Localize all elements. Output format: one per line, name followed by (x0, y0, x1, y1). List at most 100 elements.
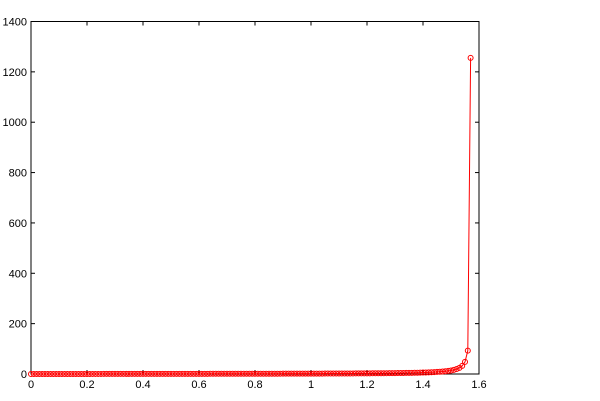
data-point-marker (142, 370, 149, 377)
data-point-marker (72, 370, 79, 377)
data-point-marker (299, 370, 306, 377)
data-point-marker (84, 370, 90, 377)
data-point-marker (308, 370, 314, 377)
data-point-marker (103, 370, 110, 377)
plot-box (30, 21, 480, 375)
data-point-marker (33, 370, 40, 377)
data-point-marker (467, 54, 474, 61)
data-point-marker (361, 370, 368, 377)
data-point-marker (291, 370, 298, 377)
data-point-marker (310, 370, 317, 377)
data-point-marker (408, 369, 415, 376)
data-point-marker (126, 370, 132, 377)
data-point-marker (240, 370, 247, 377)
data-point-marker (319, 370, 326, 377)
data-point-marker (462, 358, 468, 365)
data-point-marker (249, 370, 256, 377)
data-point-marker (282, 370, 289, 377)
data-point-marker (257, 370, 264, 377)
y-tick-label: 200 (9, 319, 27, 331)
data-point-marker (378, 370, 384, 377)
data-point-marker (296, 370, 303, 377)
data-point-marker (179, 370, 186, 377)
data-point-marker (198, 370, 205, 377)
data-point-marker (61, 370, 68, 377)
data-point-marker (134, 370, 141, 377)
data-point-marker (154, 370, 160, 377)
data-point-marker (347, 370, 354, 377)
y-tick-label: 400 (9, 268, 27, 280)
data-point-marker (302, 370, 309, 377)
data-point-marker (106, 370, 113, 377)
data-point-marker (316, 370, 323, 377)
y-tick-label: 1000 (3, 117, 27, 129)
data-point-marker (263, 370, 270, 377)
data-point-marker (277, 370, 284, 377)
axes-layer (30, 21, 480, 375)
data-point-marker (355, 370, 362, 377)
data-point-marker (350, 370, 356, 377)
data-point-marker (207, 370, 214, 377)
data-point-marker (380, 370, 387, 377)
data-point-marker (36, 370, 43, 377)
data-point-marker (182, 370, 188, 377)
data-point-marker (232, 370, 239, 377)
data-point-marker (439, 368, 446, 375)
data-point-marker (383, 370, 390, 377)
data-point-marker (436, 368, 443, 375)
data-point-marker (425, 369, 432, 376)
data-point-marker (173, 370, 180, 377)
data-point-marker (246, 370, 253, 377)
data-point-marker (375, 370, 382, 377)
data-point-marker (313, 370, 320, 377)
data-point-marker (434, 368, 440, 375)
data-point-marker (403, 369, 410, 376)
data-point-marker (92, 370, 99, 377)
data-point-marker (218, 370, 225, 377)
data-point-marker (366, 370, 373, 377)
y-tick-label: 1400 (3, 17, 27, 29)
data-point-marker (344, 370, 351, 377)
data-point-marker (137, 370, 144, 377)
data-point-marker (448, 367, 454, 374)
data-point-marker (131, 370, 138, 377)
data-point-marker (78, 370, 85, 377)
x-tick-label: 1.6 (471, 379, 486, 391)
data-point-marker (204, 370, 211, 377)
data-point-marker (271, 370, 278, 377)
data-point-marker (151, 370, 158, 377)
data-point-marker (338, 370, 345, 377)
data-point-marker (280, 370, 286, 377)
data-point-marker (226, 370, 233, 377)
data-point-marker (42, 370, 48, 377)
data-point-marker (285, 370, 292, 377)
data-point-marker (364, 370, 370, 377)
data-point-marker (81, 370, 88, 377)
data-point-marker (212, 370, 219, 377)
data-point-marker (442, 368, 449, 375)
data-point-marker (459, 362, 466, 369)
data-point-marker (95, 370, 102, 377)
x-tick-label: 0 (28, 379, 34, 391)
data-point-marker (411, 369, 418, 376)
data-point-marker (123, 370, 130, 377)
data-point-marker (140, 370, 146, 377)
data-point-marker (170, 370, 177, 377)
data-series-layer (28, 54, 474, 377)
data-point-marker (193, 370, 200, 377)
data-point-marker (400, 369, 407, 376)
data-point-marker (406, 369, 412, 376)
data-point-marker (58, 370, 65, 377)
data-point-marker (184, 370, 191, 377)
data-point-marker (397, 370, 404, 377)
data-point-marker (28, 371, 34, 377)
data-point-marker (148, 370, 155, 377)
data-point-marker (445, 367, 452, 374)
data-point-marker (145, 370, 152, 377)
data-point-marker (336, 370, 342, 377)
data-point-marker (221, 370, 228, 377)
data-point-marker (47, 370, 54, 377)
data-point-marker (201, 370, 208, 377)
